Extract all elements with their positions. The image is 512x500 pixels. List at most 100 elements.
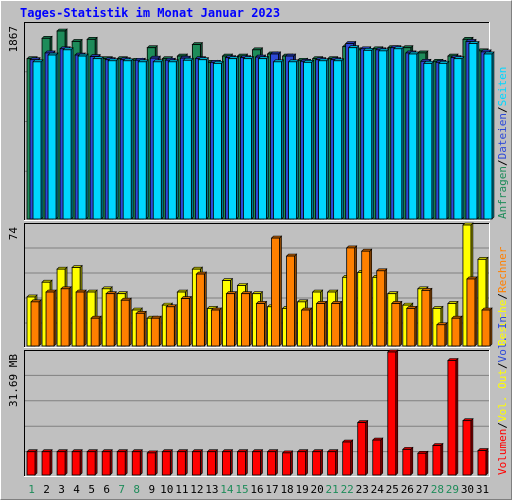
legend-vol-in: Vol. In (496, 316, 509, 362)
bar-volumen-day-8 (131, 451, 141, 476)
bar-rechner-day-17 (271, 237, 280, 347)
bar-seiten-day-5 (92, 58, 102, 220)
bar-seiten-day-7 (122, 60, 132, 220)
bar-seiten-day-27 (423, 62, 433, 220)
bar-rechner-day-15 (241, 293, 250, 347)
x-tick-label-day-10: 10 (160, 483, 173, 496)
legend-separator: / (496, 106, 509, 113)
bar-seiten-day-4 (77, 55, 87, 220)
x-tick-label-day-3: 3 (58, 483, 65, 496)
bar-seiten-day-24 (378, 50, 388, 220)
legend-vol-out: Vol. Out (496, 369, 509, 422)
x-tick-label-day-23: 23 (356, 483, 369, 496)
x-tick-label-day-8: 8 (133, 483, 140, 496)
bar-rechner-day-13 (210, 309, 220, 347)
x-tick-label-day-18: 18 (280, 483, 293, 496)
bar-seiten-day-16 (258, 58, 267, 220)
panel-2-max-label: 31.69 MB (7, 354, 20, 407)
bar-volumen-day-10 (161, 451, 171, 476)
x-tick-label-day-17: 17 (265, 483, 278, 496)
bar-volumen-day-2 (41, 451, 51, 476)
bar-volumen-day-24 (372, 439, 382, 476)
bar-seiten-day-17 (273, 61, 282, 220)
bar-rechner-day-27 (421, 290, 431, 347)
bar-seiten-day-30 (468, 43, 478, 220)
legend-separator: / (496, 362, 509, 369)
bar-rechner-day-18 (286, 255, 295, 347)
bar-volumen-day-13 (206, 451, 216, 476)
x-tick-label-day-9: 9 (148, 483, 155, 496)
x-tick-label-day-15: 15 (235, 483, 248, 496)
bar-rechner-day-16 (256, 303, 265, 347)
legend-anfragen: Anfragen (496, 166, 509, 219)
legend-besuche: Besuche (496, 300, 509, 346)
bar-rechner-day-23 (361, 250, 371, 347)
x-tick-label-day-19: 19 (295, 483, 308, 496)
panel-2-legend: Volumen/Vol. Out/Vol. In (496, 316, 509, 475)
bar-rechner-day-1 (30, 301, 40, 347)
bar-seiten-day-11 (182, 59, 192, 220)
bar-rechner-day-24 (376, 270, 386, 347)
bar-seiten-day-8 (137, 61, 147, 220)
x-tick-label-day-5: 5 (88, 483, 95, 496)
bar-volumen-day-15 (237, 451, 246, 476)
x-tick-label-day-31: 31 (476, 483, 489, 496)
bar-volumen-day-18 (282, 452, 291, 476)
bar-seiten-day-21 (333, 60, 343, 220)
bar-volumen-day-17 (267, 451, 276, 476)
x-tick-label-day-12: 12 (190, 483, 203, 496)
bar-seiten-day-28 (438, 62, 448, 220)
bar-rechner-day-3 (60, 288, 70, 347)
bar-rechner-day-11 (180, 298, 190, 347)
x-tick-label-day-30: 30 (461, 483, 474, 496)
bar-rechner-day-7 (120, 299, 130, 347)
bar-seiten-day-20 (318, 60, 328, 220)
bar-volumen-day-28 (432, 445, 442, 476)
bar-volumen-day-7 (116, 451, 126, 476)
bar-seiten-day-1 (32, 61, 42, 220)
x-tick-label-day-26: 26 (401, 483, 414, 496)
bar-seiten-day-15 (243, 58, 252, 220)
bar-rechner-day-5 (90, 317, 100, 347)
bar-rechner-day-28 (436, 324, 446, 347)
x-tick-label-day-11: 11 (175, 483, 188, 496)
bar-volumen-day-11 (176, 451, 186, 476)
bar-rechner-day-12 (195, 273, 205, 347)
x-tick-label-day-27: 27 (416, 483, 429, 496)
bar-rechner-day-6 (105, 293, 115, 347)
x-tick-label-day-16: 16 (250, 483, 263, 496)
bar-volumen-day-14 (222, 451, 231, 476)
x-tick-label-day-20: 20 (311, 483, 324, 496)
bar-rechner-day-19 (301, 309, 310, 347)
legend-dateien: Dateien (496, 113, 509, 159)
x-tick-label-day-6: 6 (103, 483, 110, 496)
bar-rechner-day-25 (391, 303, 401, 347)
bar-seiten-day-23 (363, 49, 373, 220)
bar-seiten-day-9 (152, 61, 162, 220)
bar-seiten-day-12 (197, 59, 207, 220)
bar-seiten-day-2 (47, 54, 57, 220)
panel-0-max-label: 1867 (7, 26, 20, 53)
bar-seiten-day-31 (483, 53, 493, 220)
bar-seiten-day-14 (228, 58, 237, 220)
bar-volumen-day-12 (191, 451, 201, 476)
legend-separator: / (496, 159, 509, 166)
bar-rechner-day-22 (346, 247, 356, 347)
bar-rechner-day-21 (331, 303, 341, 347)
bar-rechner-day-20 (316, 303, 326, 347)
panel-1-max-label: 74 (7, 227, 20, 241)
legend-volumen: Volumen (496, 429, 509, 475)
legend-separator: / (496, 422, 509, 429)
chart-title: Tages-Statistik im Monat Januar 2023 (20, 6, 281, 20)
bar-volumen-day-16 (252, 451, 261, 476)
bar-rechner-day-9 (150, 317, 160, 347)
bar-seiten-day-10 (167, 61, 177, 220)
bar-rechner-day-10 (165, 306, 175, 347)
bar-rechner-day-31 (481, 309, 491, 347)
bar-volumen-day-21 (327, 451, 337, 476)
bar-volumen-day-25 (387, 351, 397, 476)
bar-volumen-day-29 (447, 360, 457, 476)
x-tick-label-day-25: 25 (386, 483, 399, 496)
x-tick-label-day-28: 28 (431, 483, 444, 496)
bar-volumen-day-26 (402, 448, 412, 476)
